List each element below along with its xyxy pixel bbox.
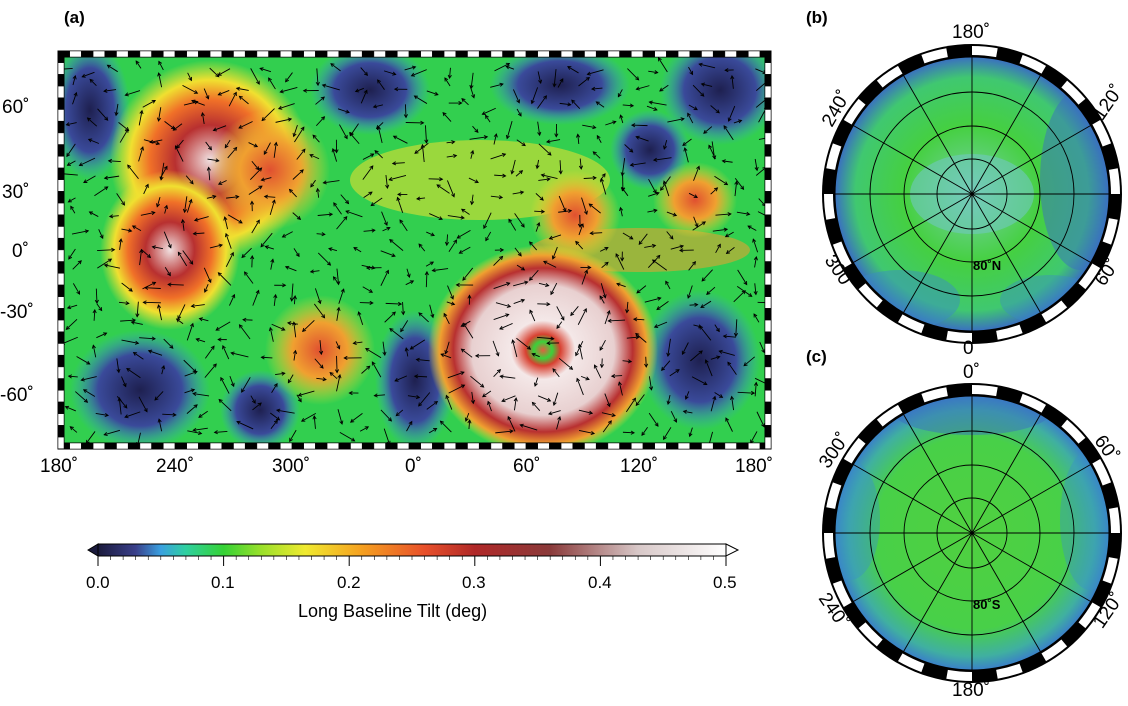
polar-map-south: [822, 383, 1122, 683]
colorbar-tick: 0.4: [588, 573, 612, 592]
lat-tick: 30˚: [2, 182, 30, 203]
polar-n-tick: 180˚: [952, 22, 991, 43]
lon-tick: 180˚: [735, 456, 774, 477]
colorbar: [87, 543, 740, 566]
lat-tick: 60˚: [2, 97, 30, 118]
polar-s-lat-label: 80˚S: [973, 597, 1001, 612]
lon-tick: 300˚: [272, 456, 311, 477]
polar-map-north: [822, 44, 1122, 344]
polar-s-tick: 180˚: [952, 680, 991, 701]
lat-tick: -60˚: [0, 385, 34, 406]
panel-label-b: (b): [806, 8, 828, 27]
colorbar-tick: 0.0: [86, 573, 110, 592]
panel-label-a: (a): [64, 8, 85, 27]
colorbar-tick: 0.1: [211, 573, 235, 592]
colorbar-tick: 0.2: [337, 573, 361, 592]
polar-n-tick: 0˚: [963, 338, 980, 359]
colorbar-title: Long Baseline Tilt (deg): [298, 601, 488, 621]
lon-tick: 0˚: [405, 456, 422, 477]
lon-tick: 60˚: [513, 456, 541, 477]
lon-tick: 240˚: [156, 456, 195, 477]
lat-tick: 0˚: [12, 241, 29, 262]
cylindrical-map: [64, 57, 765, 443]
lon-tick: 180˚: [40, 456, 79, 477]
map-frame: [57, 50, 772, 450]
lat-tick: -30˚: [0, 302, 34, 323]
polar-s-tick: 0˚: [963, 362, 980, 383]
colorbar-tick: 0.5: [713, 573, 737, 592]
panel-label-c: (c): [806, 347, 827, 366]
lon-tick: 120˚: [620, 456, 659, 477]
polar-n-lat-label: 80˚N: [973, 258, 1002, 273]
colorbar-tick: 0.3: [462, 573, 486, 592]
